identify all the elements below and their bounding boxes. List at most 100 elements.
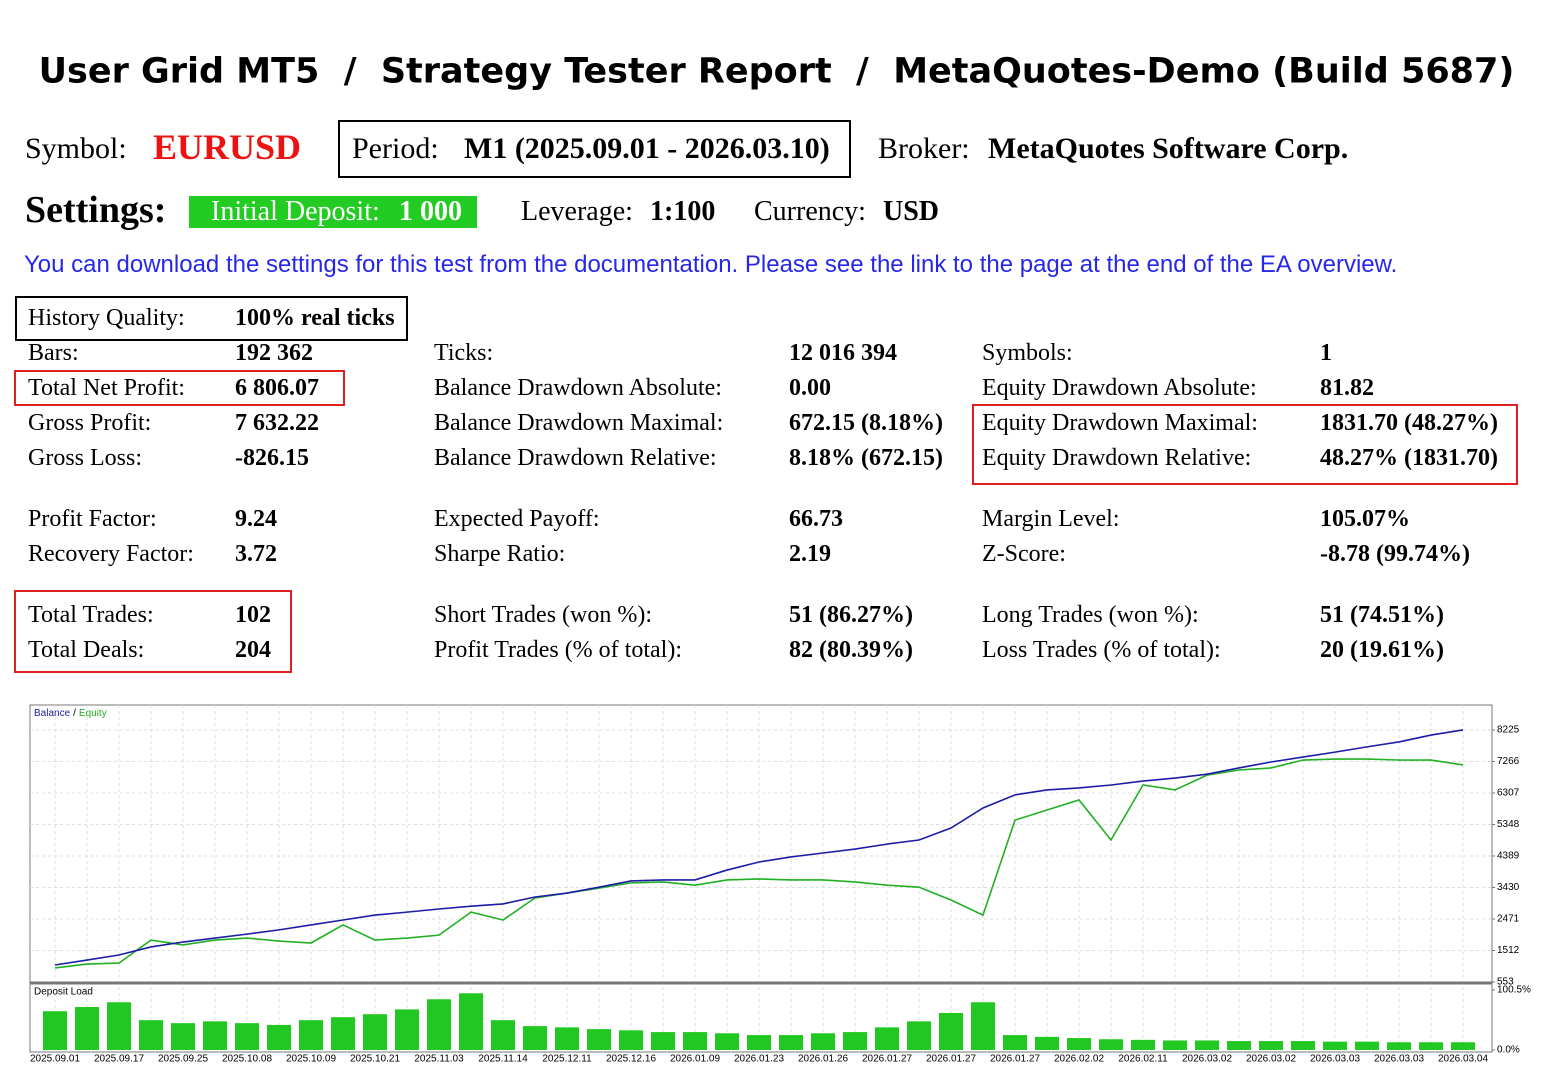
stat-label: Total Net Profit: [28,375,185,401]
bar [1259,1041,1283,1050]
y-tick-label: 6307 [1497,788,1520,799]
stat-label: Long Trades (won %): [982,602,1199,628]
stat-label: Total Trades: [28,602,154,628]
stat-label: Balance Drawdown Absolute: [434,375,722,401]
stat-label: Z-Score: [982,541,1066,567]
bar [779,1035,803,1050]
stat-label: Gross Loss: [28,445,143,471]
stat-label: Symbols: [982,340,1073,366]
legend: Balance / Equity [34,708,107,719]
bar [1003,1035,1027,1050]
stat-value: 20 (19.61%) [1320,637,1444,663]
bar [1131,1039,1155,1050]
y-tick-label: 3430 [1497,882,1520,893]
stat-value: 9.24 [235,506,277,532]
broker-label: Broker: [878,132,970,165]
period: M1 (2025.09.01 - 2026.03.10) [464,132,830,165]
y-tick-label: 4389 [1497,851,1520,862]
currency-label: Currency: [754,196,866,227]
stat-value: 204 [235,637,271,663]
settings-label: Settings: [25,189,167,231]
bar [747,1035,771,1050]
x-tick-label: 2026.01.09 [670,1054,720,1065]
deposit: 1 000 [399,196,462,227]
quality-box [15,296,408,341]
stat-value: 66.73 [789,506,843,532]
bar [907,1021,931,1050]
period-label: Period: [352,132,439,165]
x-tick-label: 2025.12.16 [606,1054,656,1065]
bar [267,1024,291,1050]
bar [971,1002,995,1050]
bar [523,1026,547,1050]
stat-value: 51 (86.27%) [789,602,913,628]
bar [299,1020,323,1050]
bar [43,1011,67,1050]
bar [683,1032,707,1050]
legend-separator: / [73,708,76,719]
bar [587,1029,611,1050]
y-tick-label: 0.0% [1497,1045,1520,1056]
bar [1387,1042,1411,1050]
series-line [54,729,1464,966]
symbol: EURUSD [153,127,302,167]
series-line [54,758,1464,969]
x-tick-label: 2026.02.02 [1054,1054,1104,1065]
x-tick-label: 2026.01.27 [990,1054,1040,1065]
stat-value: 672.15 (8.18%) [789,410,943,436]
legend-entry: Balance [34,708,71,719]
stat-label: Loss Trades (% of total): [982,637,1221,663]
x-tick-label: 2026.01.23 [734,1054,784,1065]
x-tick-label: 2026.03.04 [1438,1054,1488,1065]
x-tick-label: 2025.11.14 [478,1054,528,1065]
y-tick-label: 553 [1497,977,1514,988]
stat-value: 6 806.07 [235,375,319,401]
note: You can download the settings for this t… [24,251,1398,278]
leverage: 1:100 [650,196,716,227]
x-tick-label: 2026.01.27 [926,1054,976,1065]
period-box [338,120,851,178]
bar [203,1021,227,1050]
stat-value: 8.18% (672.15) [789,445,943,471]
stat-label: History Quality: [28,305,185,331]
highlight-box [14,590,292,673]
currency: USD [883,196,940,227]
x-tick-label: 2025.10.21 [350,1054,400,1065]
bar [331,1017,355,1050]
stat-value: -826.15 [235,445,309,471]
bar [171,1023,195,1050]
x-tick-label: 2025.09.25 [158,1054,208,1065]
x-tick-label: 2026.03.03 [1374,1054,1424,1065]
bar [1099,1039,1123,1050]
stat-label: Equity Drawdown Maximal: [982,410,1258,436]
stat-value: 1831.70 (48.27%) [1320,410,1498,436]
stat-value: 100% real ticks [235,305,395,331]
y-tick-label: 8225 [1497,725,1520,736]
y-tick-label: 7266 [1497,756,1520,767]
symbol-label: Symbol: [25,132,127,165]
bar [107,1002,131,1050]
stat-value: -8.78 (99.74%) [1320,541,1470,567]
bar [939,1012,963,1050]
bar [1323,1041,1347,1050]
y-tick-label: 1512 [1497,945,1520,956]
stat-value: 51 (74.51%) [1320,602,1444,628]
stat-value: 192 362 [235,340,313,366]
stat-label: Ticks: [434,340,494,366]
stat-value: 3.72 [235,541,277,567]
bar [491,1020,515,1050]
stat-value: 81.82 [1320,375,1374,401]
stat-label: Bars: [28,340,79,366]
stat-value: 0.00 [789,375,831,401]
legend-entry: Equity [79,708,107,719]
stat-label: Equity Drawdown Absolute: [982,375,1257,401]
bar [1067,1038,1091,1050]
x-tick-label: 2026.03.02 [1182,1054,1232,1065]
bar [619,1030,643,1050]
deposit-label: Initial Deposit: [211,196,380,227]
x-tick-label: 2025.09.01 [30,1054,80,1065]
stat-label: Margin Level: [982,506,1120,532]
